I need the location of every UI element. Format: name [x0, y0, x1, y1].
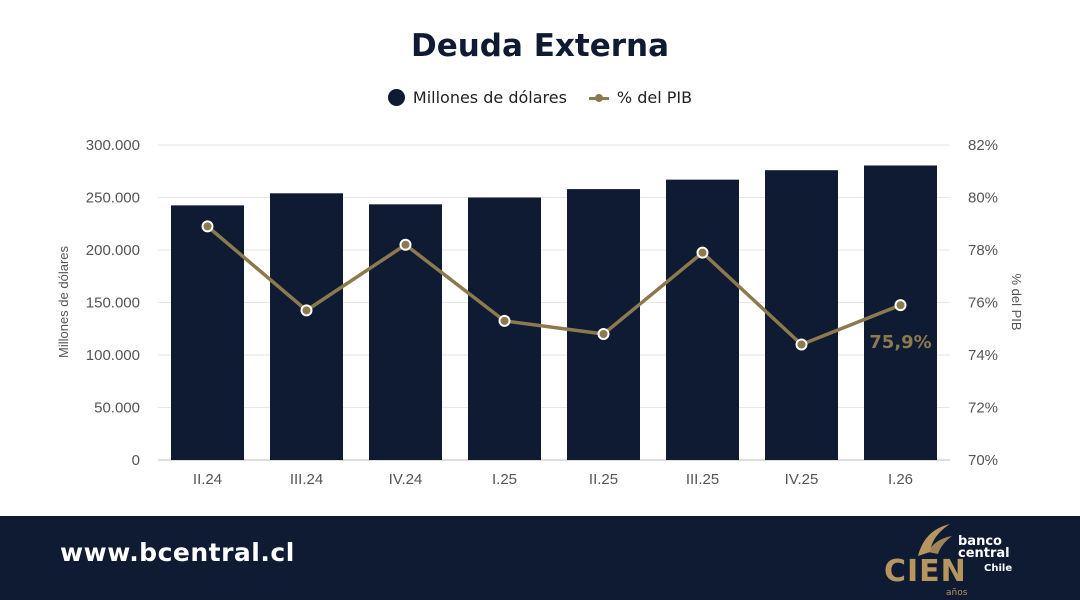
condor-emblem-icon	[918, 524, 952, 556]
y-axis-label-left: Millones de dólares	[56, 246, 71, 359]
y-tick-label-left: 50.000	[94, 400, 140, 417]
y-tick-label-right: 76%	[968, 295, 998, 312]
y-tick-label-right: 72%	[968, 400, 998, 417]
line-point	[894, 299, 907, 312]
legend-item-bars: Millones de dólares	[387, 88, 567, 107]
y-axis-label-right: % del PIB	[1009, 273, 1024, 330]
logo-text: banco central	[958, 534, 1010, 561]
x-tick-label: IV.24	[389, 471, 423, 488]
legend-label-line: % del PIB	[616, 88, 693, 107]
line-point	[696, 246, 709, 259]
chart-title: Deuda Externa	[410, 28, 670, 64]
legend-label-bars: Millones de dólares	[412, 88, 567, 107]
footer-website-link[interactable]: www.bcentral.cl	[60, 538, 295, 567]
data-label: 75,9%	[869, 332, 931, 353]
bar	[864, 165, 937, 460]
y-tick-label-left: 250.000	[86, 190, 140, 207]
legend-item-line: % del PIB	[588, 88, 693, 107]
x-tick-label: I.26	[888, 471, 913, 488]
axis-ticks: 0 70% 50.000 72% 100.000 74% 150.000 76% 200.000…	[86, 137, 998, 488]
x-tick-label: II.25	[589, 471, 618, 488]
chart-legend: Millones de dólares % del PIB	[0, 88, 1080, 107]
line-point	[300, 304, 313, 317]
chart-plot: 75,9% 0 70% 50.000 72% 100.000 74% 150.000 76% 2…	[56, 137, 1024, 488]
line-point	[795, 338, 808, 351]
footer-bar: www.bcentral.cl banco central Chile CIEN…	[0, 516, 1080, 600]
logo-line-central: central	[958, 546, 1010, 561]
bar	[270, 193, 343, 461]
x-tick-label: II.24	[193, 471, 222, 488]
x-tick-label: III.25	[686, 471, 719, 488]
y-tick-label-right: 82%	[968, 137, 998, 154]
bar	[468, 197, 541, 460]
x-tick-label: III.24	[290, 471, 323, 488]
logo-line-banco: banco	[958, 534, 1002, 549]
line-path	[206, 225, 902, 347]
logo-cien: CIEN	[884, 554, 967, 589]
y-tick-label-left: 100.000	[86, 347, 140, 364]
y-tick-label-left: 150.000	[86, 295, 140, 312]
bank-logo: banco central Chile CIEN años	[880, 522, 1030, 598]
line-point	[399, 238, 412, 251]
y-tick-label-right: 70%	[968, 452, 998, 469]
line-series: 75,9%	[201, 220, 932, 353]
logo-anos: años	[946, 588, 968, 598]
legend-swatch-bars	[387, 89, 405, 106]
y-tick-label-right: 74%	[968, 347, 998, 364]
y-tick-label-right: 80%	[968, 190, 998, 207]
legend-swatch-line	[588, 93, 609, 103]
bar	[567, 189, 640, 460]
bar-series	[171, 165, 937, 461]
bar	[666, 179, 739, 460]
x-tick-label: I.25	[492, 471, 517, 488]
x-tick-label: IV.25	[785, 471, 819, 488]
line-point	[597, 328, 610, 340]
y-tick-label-left: 300.000	[86, 137, 140, 154]
y-tick-label-left: 200.000	[86, 242, 140, 259]
y-tick-label-right: 78%	[968, 242, 998, 259]
logo-line-chile: Chile	[984, 563, 1013, 574]
line-point	[201, 220, 214, 233]
y-tick-label-left: 0	[132, 452, 140, 469]
bar	[171, 205, 244, 460]
bar	[765, 170, 838, 460]
line-point	[498, 314, 511, 327]
